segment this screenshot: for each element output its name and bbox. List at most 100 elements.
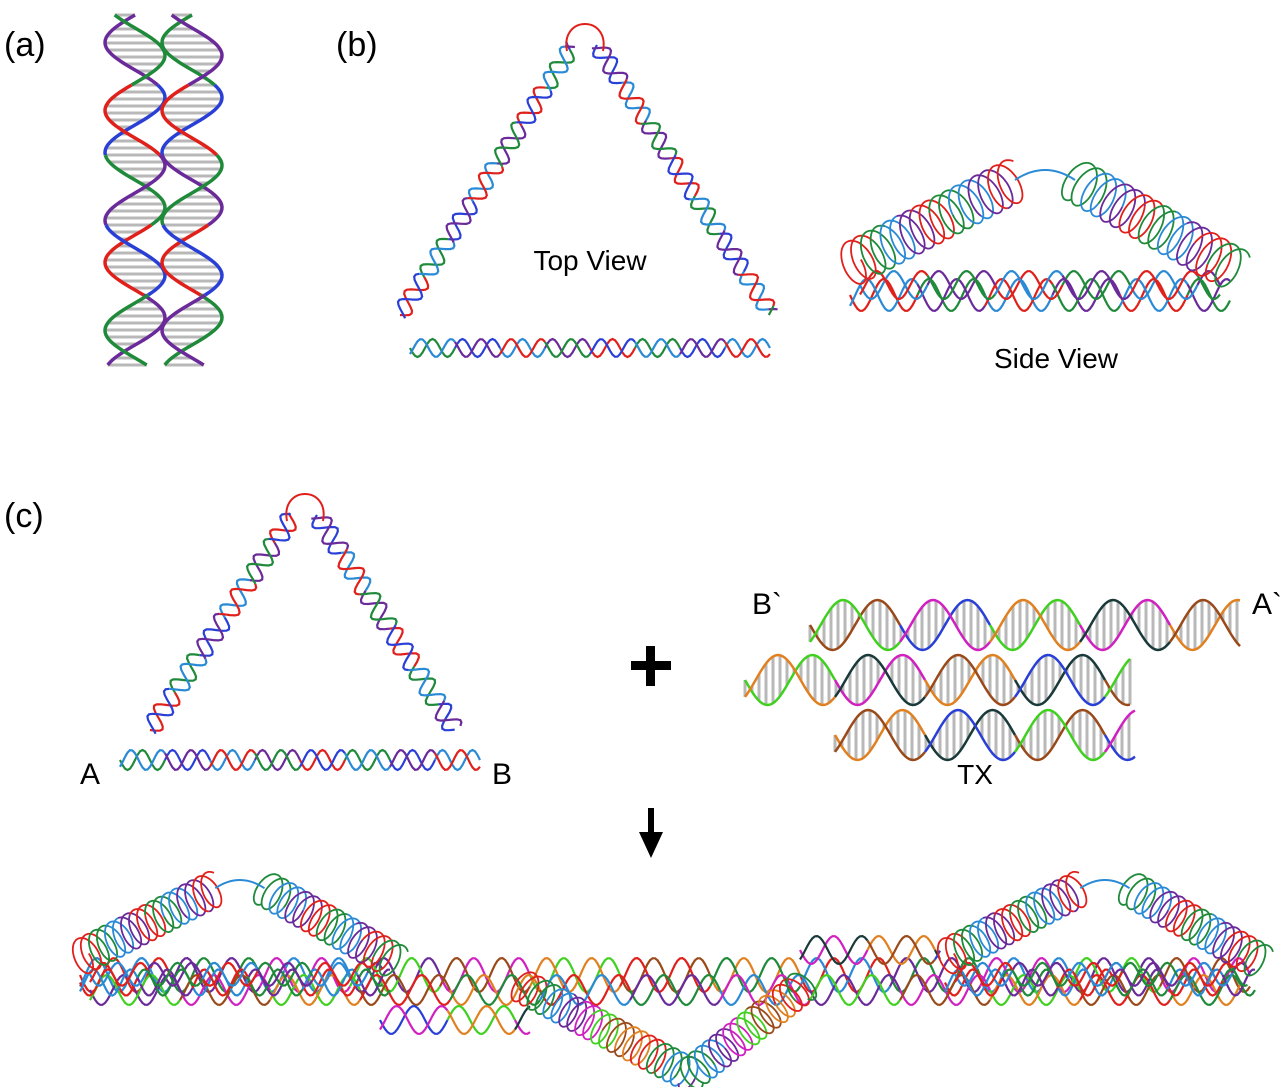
- strand: [593, 45, 621, 83]
- plus-bar: [646, 646, 655, 686]
- strand: [210, 750, 255, 770]
- strand: [725, 339, 770, 357]
- strand: [545, 339, 590, 357]
- strand: [469, 163, 497, 201]
- strand: [527, 981, 561, 1014]
- strand: [518, 87, 546, 125]
- strand: [360, 593, 397, 625]
- panel-label: (b): [336, 26, 378, 64]
- strand: [311, 517, 348, 549]
- arrow-head: [639, 832, 663, 858]
- strand: [590, 339, 635, 357]
- panel-label: (a): [4, 26, 46, 64]
- strand: [345, 750, 390, 770]
- strand: [495, 122, 519, 166]
- strand: [1119, 874, 1156, 909]
- strand: [409, 669, 446, 701]
- strand: [120, 750, 165, 770]
- caption: Top View: [533, 245, 647, 276]
- strand: [312, 515, 341, 554]
- strand: [449, 201, 477, 239]
- strand: [546, 50, 574, 88]
- strand: [448, 1006, 516, 1034]
- strand: [544, 47, 568, 91]
- strand: [690, 199, 725, 231]
- strand: [165, 750, 210, 770]
- strand: [1119, 195, 1162, 238]
- strand: [387, 625, 413, 670]
- strand: [169, 659, 206, 691]
- strand: [410, 339, 455, 357]
- strand: [255, 750, 300, 770]
- strand: [622, 82, 650, 120]
- strand: [219, 584, 256, 616]
- strand: [270, 513, 296, 543]
- strand: [341, 552, 370, 590]
- strand: [515, 1006, 530, 1029]
- strand: [455, 339, 500, 357]
- strand: [250, 543, 279, 581]
- strand: [419, 243, 454, 275]
- strand: [1166, 901, 1202, 936]
- strand: [220, 579, 249, 617]
- strand: [300, 750, 345, 770]
- strand: [447, 198, 471, 242]
- end-label: B`: [752, 588, 782, 621]
- strand: [747, 1001, 781, 1033]
- end-label: A: [80, 758, 100, 791]
- strand: [592, 48, 627, 80]
- caption: TX: [957, 759, 993, 790]
- strand: [130, 905, 166, 940]
- arrow-shaft: [648, 808, 654, 836]
- strand: [150, 693, 179, 731]
- strand: [691, 196, 719, 234]
- end-label: B: [492, 758, 512, 791]
- strand: [468, 167, 503, 199]
- strand: [1062, 163, 1107, 206]
- strand: [680, 339, 725, 357]
- strand: [301, 901, 337, 936]
- strand: [420, 239, 448, 277]
- plus-sign: [631, 646, 671, 686]
- strand: [717, 231, 741, 275]
- strand: [197, 614, 223, 659]
- strand: [635, 339, 680, 357]
- strand: [162, 155, 222, 225]
- caption: Side View: [994, 343, 1119, 374]
- strand: [435, 750, 480, 770]
- strand: [620, 80, 644, 124]
- artwork: [73, 15, 1273, 1087]
- strand: [410, 667, 439, 705]
- page: (a) (b) Top View Side View (c) A B B` A`…: [0, 0, 1282, 1087]
- strand: [361, 591, 390, 630]
- strand: [995, 905, 1031, 940]
- strand: [171, 654, 200, 692]
- strand: [147, 689, 173, 734]
- strand: [500, 339, 545, 357]
- figure: (a) (b) Top View Side View (c) A B B` A`…: [0, 0, 1282, 1087]
- panel-label: (c): [4, 497, 44, 535]
- strand: [200, 618, 229, 656]
- strand: [670, 158, 698, 196]
- strand: [497, 126, 525, 164]
- strand: [390, 628, 419, 667]
- strand: [247, 539, 273, 584]
- strand: [911, 200, 954, 243]
- strand: [868, 936, 936, 964]
- strand: [669, 155, 693, 199]
- strand: [105, 155, 165, 225]
- strand: [390, 750, 435, 770]
- strand: [769, 306, 774, 315]
- strand: [254, 874, 291, 909]
- end-label: A`: [1252, 588, 1282, 621]
- strand: [740, 272, 768, 310]
- strand: [641, 123, 677, 155]
- strand: [642, 121, 670, 159]
- strand: [398, 274, 422, 319]
- strand: [400, 277, 428, 315]
- strand: [339, 549, 365, 594]
- strand: [380, 1006, 448, 1034]
- arrow: [639, 808, 663, 858]
- strand: [739, 274, 774, 306]
- strand: [719, 234, 747, 272]
